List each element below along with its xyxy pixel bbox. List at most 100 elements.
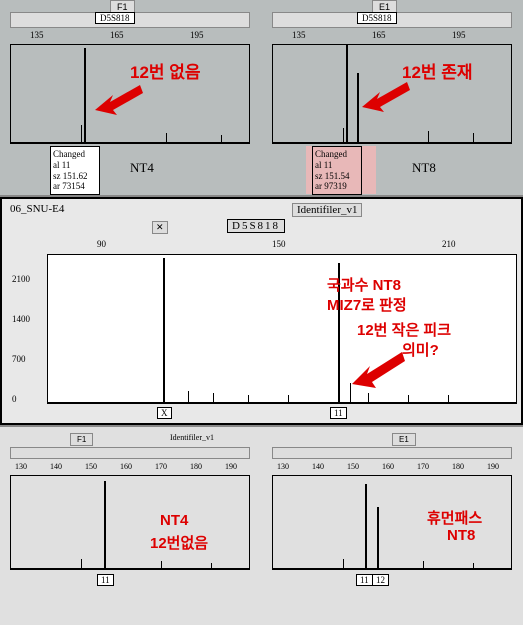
tick: 210 — [442, 239, 456, 249]
peak — [423, 561, 424, 569]
mid-panel: 06_SNU-E4 Identifiler_v1 ✕ D5S818 90 150… — [0, 197, 523, 425]
allele-12-br: 12 — [372, 574, 389, 586]
ytick: 0 — [12, 394, 17, 404]
peak — [365, 484, 367, 569]
tick: 140 — [312, 462, 324, 471]
br-line1: 휴먼패스 — [427, 507, 482, 528]
tick: 195 — [190, 30, 204, 40]
mid-line3: 12번 작은 피크 — [357, 319, 451, 340]
chart-bl — [10, 475, 250, 570]
tick: 165 — [372, 30, 386, 40]
tick: 150 — [272, 239, 286, 249]
bl-line1: NT4 — [160, 512, 188, 529]
allele-11-bl: 11 — [97, 574, 114, 586]
tick: 140 — [50, 462, 62, 471]
info-box-nt8: Changed al 11 sz 151.54 ar 97319 — [312, 146, 362, 195]
marker-d5s818-tl: D5S818 — [95, 12, 135, 24]
arrow-icon — [352, 344, 407, 394]
peak — [166, 133, 167, 143]
sample-nt4: NT4 — [130, 160, 154, 176]
label-12-present: 12번 존재 — [402, 58, 473, 83]
ruler-bl — [10, 447, 250, 459]
tab-f1-b: F1 — [70, 433, 93, 446]
tab-e1-b: E1 — [392, 433, 416, 446]
br-line2: NT8 — [447, 527, 475, 544]
info-line: sz 151.62 — [53, 171, 97, 182]
peak — [211, 563, 212, 569]
ruler-br — [272, 447, 512, 459]
top-right-chrom: E1 D5S818 135 165 195 12번 존재 Changed al … — [262, 0, 523, 195]
info-box-nt4: Changed al 11 sz 151.62 ar 73154 — [50, 146, 100, 195]
tick: 130 — [15, 462, 27, 471]
file-label: 06_SNU-E4 — [10, 203, 64, 215]
arrow-icon — [362, 72, 412, 117]
tick: 150 — [347, 462, 359, 471]
tick: 150 — [85, 462, 97, 471]
tick: 160 — [120, 462, 132, 471]
tick: 130 — [277, 462, 289, 471]
tick: 180 — [190, 462, 202, 471]
tick: 135 — [30, 30, 44, 40]
peak — [408, 395, 409, 403]
peak — [350, 383, 351, 403]
peak — [81, 559, 82, 569]
peak — [377, 507, 379, 569]
peak — [346, 45, 348, 143]
mid-line2: MIZ7로 판정 — [327, 294, 407, 315]
software-bl: Identifiler_v1 — [170, 433, 214, 442]
allele-11: 11 — [330, 407, 347, 419]
info-line: Changed — [315, 149, 359, 160]
peak — [368, 393, 369, 403]
info-line: sz 151.54 — [315, 171, 359, 182]
info-line: ar 73154 — [53, 181, 97, 192]
allele-x: X — [157, 407, 172, 419]
peak — [343, 128, 344, 143]
tick: 170 — [155, 462, 167, 471]
bl-line2: 12번없음 — [150, 532, 208, 553]
peak — [213, 393, 214, 403]
arrow-icon — [95, 75, 145, 120]
tick: 170 — [417, 462, 429, 471]
peak — [357, 73, 359, 143]
peak — [343, 559, 344, 569]
ytick: 700 — [12, 354, 26, 364]
peak — [221, 135, 222, 143]
tick: 165 — [110, 30, 124, 40]
peak — [448, 395, 449, 403]
peak — [188, 391, 189, 403]
peak — [104, 481, 106, 569]
tick: 190 — [225, 462, 237, 471]
peak — [81, 125, 82, 143]
info-line: ar 97319 — [315, 181, 359, 192]
tick: 90 — [97, 239, 106, 249]
sample-nt8: NT8 — [412, 160, 436, 176]
peak — [473, 563, 474, 569]
tick: 180 — [452, 462, 464, 471]
peak — [248, 395, 249, 403]
tick: 135 — [292, 30, 306, 40]
peak — [84, 48, 86, 143]
bot-left-chrom: F1 Identifiler_v1 D5S818 NT4 12번없음 11 13… — [0, 427, 262, 625]
top-panel: F1 D5S818 135 165 195 12번 없음 Changed al … — [0, 0, 523, 195]
bot-panel: F1 Identifiler_v1 D5S818 NT4 12번없음 11 13… — [0, 427, 523, 625]
top-left-chrom: F1 D5S818 135 165 195 12번 없음 Changed al … — [0, 0, 262, 195]
marker-d5s818-tr: D5S818 — [357, 12, 397, 24]
info-line: al 11 — [53, 160, 97, 171]
peak — [428, 131, 429, 143]
peak — [163, 258, 165, 403]
marker-d5s818-mid: D5S818 — [227, 219, 285, 233]
info-line: al 11 — [315, 160, 359, 171]
tick: 195 — [452, 30, 466, 40]
tick: 190 — [487, 462, 499, 471]
allele-11-br: 11 — [356, 574, 373, 586]
x-badge: ✕ — [152, 221, 168, 234]
peak — [473, 133, 474, 143]
mid-line1: 국과수 NT8 — [327, 274, 401, 295]
mid-line4: 의미? — [402, 339, 439, 360]
ytick: 2100 — [12, 274, 30, 284]
tick: 160 — [382, 462, 394, 471]
bot-right-chrom: E1 D5S818 휴먼패스 NT8 11 12 130140150160170… — [262, 427, 523, 625]
ytick: 1400 — [12, 314, 30, 324]
peak — [161, 561, 162, 569]
info-line: Changed — [53, 149, 97, 160]
